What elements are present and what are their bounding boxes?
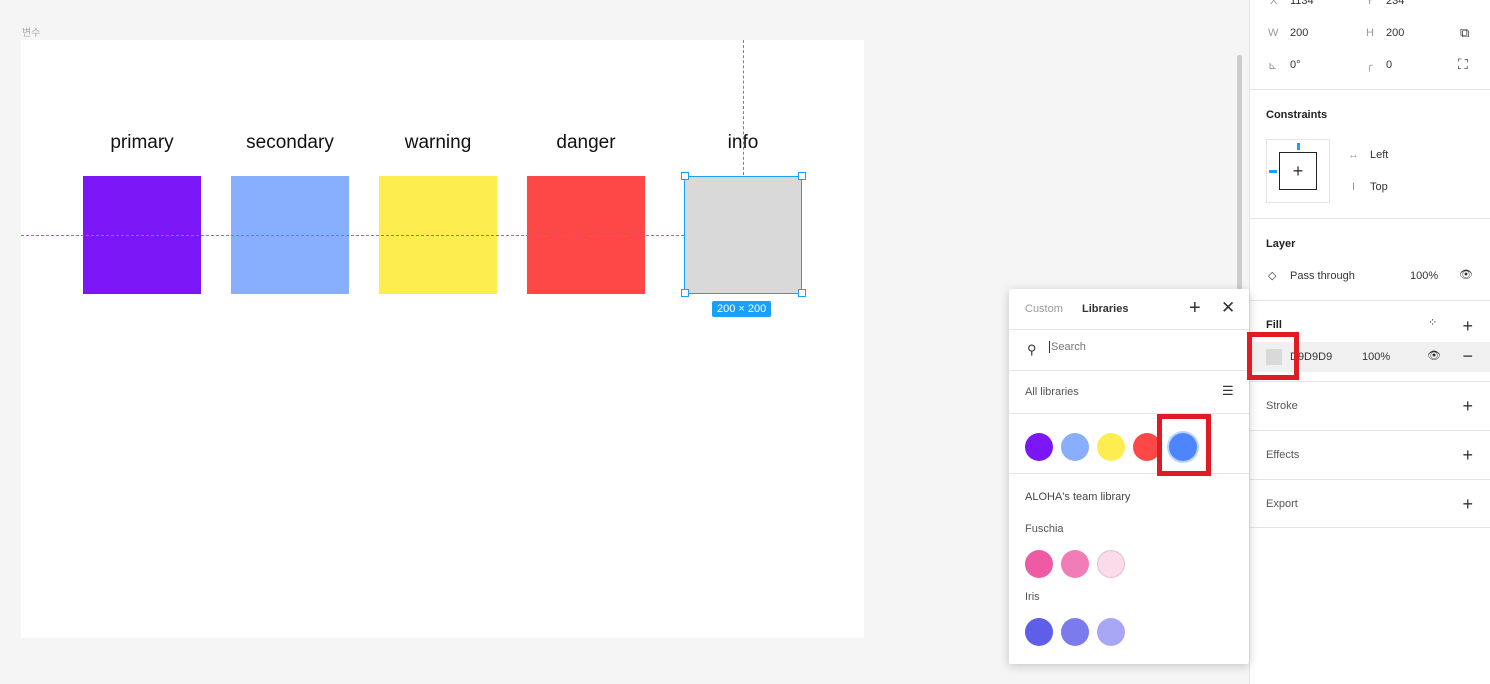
effects-title: Effects (1266, 449, 1300, 461)
close-icon[interactable]: ✕ (1221, 298, 1236, 317)
constraints-title: Constraints (1266, 109, 1328, 121)
x-input[interactable]: 1134 (1290, 0, 1314, 7)
library-color-swatch[interactable] (1025, 550, 1053, 578)
y-label: Y (1366, 0, 1374, 7)
radius-input[interactable]: 0 (1386, 59, 1393, 71)
rotation-icon: ⊾ (1268, 60, 1278, 72)
color-style-swatch[interactable] (1061, 433, 1089, 461)
blend-icon: ◇ (1268, 270, 1277, 282)
horizontal-constraint-select[interactable]: Left (1370, 149, 1389, 161)
fill-swatch[interactable] (1266, 349, 1282, 365)
add-style-button[interactable]: + (1189, 297, 1201, 319)
vertical-constraint-select[interactable]: Top (1370, 181, 1388, 193)
vertical-constraint-icon: I (1352, 181, 1356, 193)
resize-handle[interactable] (798, 172, 806, 180)
scrollbar[interactable] (1237, 55, 1242, 290)
eye-icon[interactable]: 👁 (1427, 350, 1441, 362)
swatch-label: warning (404, 132, 472, 153)
y-input[interactable]: 234 (1386, 0, 1405, 7)
x-label: X (1270, 0, 1278, 7)
fill-title: Fill (1266, 319, 1282, 331)
search-icon: ⚲ (1027, 342, 1037, 357)
selection-box[interactable] (684, 176, 802, 294)
constraint-widget[interactable]: + (1266, 139, 1330, 203)
width-input[interactable]: 200 (1290, 27, 1309, 39)
library-color-swatch[interactable] (1097, 618, 1125, 646)
swatch-label: info (727, 132, 759, 153)
guide-vertical (743, 40, 744, 175)
library-color-swatch[interactable] (1097, 550, 1125, 578)
fill-row (1250, 342, 1490, 372)
color-swatch-info[interactable] (684, 176, 802, 294)
group-title: Fuschia (1025, 523, 1064, 535)
guide-horizontal (21, 235, 684, 236)
color-style-swatch[interactable] (1133, 433, 1161, 461)
fill-opacity-input[interactable]: 100% (1362, 351, 1391, 363)
color-style-swatch[interactable] (1025, 433, 1053, 461)
styles-icon[interactable]: ⁘ (1428, 317, 1438, 329)
tab-custom[interactable]: Custom (1025, 303, 1063, 315)
eye-icon[interactable]: 👁 (1459, 269, 1473, 281)
properties-panel: X 1134 Y 234 W 200 H 200 ⧉ ⊾ 0° ╭ 0 ⛶ Co… (1249, 0, 1490, 684)
canvas-frame[interactable] (21, 40, 864, 638)
group-title: Iris (1025, 591, 1040, 603)
search-input[interactable] (1049, 341, 1229, 353)
layer-opacity-input[interactable]: 100% (1410, 270, 1439, 282)
resize-handle[interactable] (798, 289, 806, 297)
fill-hex-input[interactable]: D9D9D9 (1290, 351, 1333, 363)
library-filter-select[interactable]: All libraries (1025, 386, 1079, 398)
frame-label[interactable]: 변수 (22, 28, 41, 39)
resize-handle[interactable] (681, 172, 689, 180)
radius-icon: ╭ (1366, 60, 1373, 72)
export-title: Export (1266, 498, 1298, 510)
list-view-icon[interactable]: ☰ (1222, 383, 1234, 398)
library-color-swatch[interactable] (1061, 618, 1089, 646)
swatch-label: primary (110, 132, 174, 153)
color-styles-popup: Custom Libraries + ✕ ⚲ All libraries ☰ A… (1009, 289, 1249, 664)
blend-mode-select[interactable]: Pass through (1290, 270, 1355, 282)
stroke-title: Stroke (1266, 400, 1298, 412)
swatch-label: danger (556, 132, 616, 153)
height-input[interactable]: 200 (1386, 27, 1405, 39)
highlight-box (1247, 332, 1299, 380)
library-color-swatch[interactable] (1061, 550, 1089, 578)
w-label: W (1268, 27, 1279, 39)
constrain-proportions-icon[interactable]: ⧉ (1460, 25, 1470, 40)
horizontal-constraint-icon: ↔ (1348, 149, 1359, 161)
add-export-button[interactable]: + (1462, 494, 1473, 514)
color-style-swatch[interactable] (1169, 433, 1197, 461)
remove-fill-button[interactable]: − (1462, 346, 1473, 366)
plus-icon: + (1279, 152, 1317, 190)
swatch-label: secondary (246, 132, 334, 153)
library-color-swatch[interactable] (1025, 618, 1053, 646)
layer-title: Layer (1266, 238, 1296, 250)
library-title: ALOHA's team library (1025, 491, 1131, 503)
color-style-swatch[interactable] (1097, 433, 1125, 461)
resize-handle[interactable] (681, 289, 689, 297)
independent-corners-icon[interactable]: ⛶ (1458, 56, 1468, 72)
add-fill-button[interactable]: + (1462, 316, 1473, 336)
size-badge: 200 × 200 (712, 301, 772, 317)
h-label: H (1366, 27, 1374, 39)
highlight-box (1157, 414, 1211, 476)
tab-libraries[interactable]: Libraries (1082, 303, 1129, 315)
add-stroke-button[interactable]: + (1462, 396, 1473, 416)
add-effect-button[interactable]: + (1462, 445, 1473, 465)
rotation-input[interactable]: 0° (1290, 59, 1301, 71)
